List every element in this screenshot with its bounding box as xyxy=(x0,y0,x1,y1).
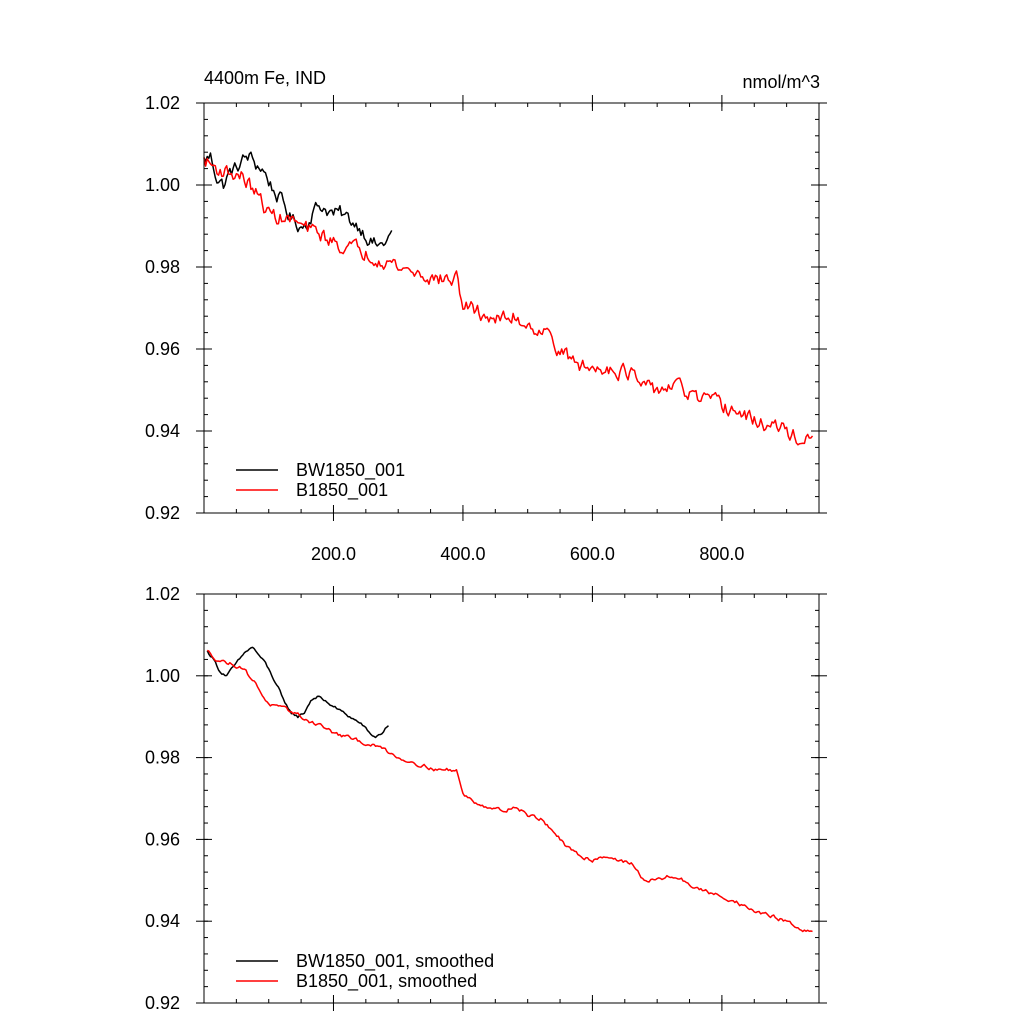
top-legend-label-bw1850: BW1850_001 xyxy=(296,460,405,481)
bottom-chart-panel: 0.92 0.94 0.96 0.98 1.00 1.02 BW1850_001, smo… xyxy=(145,584,827,1013)
y-tick-label: 0.92 xyxy=(145,503,180,523)
top-chart-title: 4400m Fe, IND xyxy=(204,68,326,88)
top-chart-legend: BW1850_001 B1850_001 xyxy=(236,460,405,501)
bottom-series-line-bw1850 xyxy=(206,646,389,739)
bottom-chart-legend: BW1850_001, smoothed B1850_001, smoothed xyxy=(236,951,494,992)
y-tick-label: 0.96 xyxy=(145,339,180,359)
bottom-legend-label-b1850: B1850_001, smoothed xyxy=(296,971,477,992)
x-tick-label: 200.0 xyxy=(311,544,356,564)
top-chart-panel: 4400m Fe, IND nmol/m^3 0.92 0.94 0.96 0.98 1… xyxy=(145,68,827,564)
y-tick-label: 1.00 xyxy=(145,175,180,195)
top-chart-series xyxy=(203,151,814,446)
bottom-chart-frame xyxy=(203,593,820,1004)
y-tick-label: 1.02 xyxy=(145,93,180,113)
y-tick-label: 0.92 xyxy=(145,993,180,1013)
bottom-chart-series xyxy=(206,646,813,933)
y-tick-label: 1.00 xyxy=(145,666,180,686)
top-chart-axes: 0.92 0.94 0.96 0.98 1.00 1.02 200.0 400.0 600.0 8… xyxy=(145,93,827,564)
y-tick-label: 0.94 xyxy=(145,911,180,931)
top-series-line-bw1850 xyxy=(203,151,393,247)
y-tick-label: 0.98 xyxy=(145,748,180,768)
x-tick-label: 400.0 xyxy=(440,544,485,564)
top-legend-label-b1850: B1850_001 xyxy=(296,480,388,501)
x-tick-label: 600.0 xyxy=(570,544,615,564)
bottom-legend-label-bw1850: BW1850_001, smoothed xyxy=(296,951,494,972)
bottom-chart-axes: 0.92 0.94 0.96 0.98 1.00 1.02 xyxy=(145,584,827,1013)
x-tick-label: 800.0 xyxy=(699,544,744,564)
bottom-series-line-b1850 xyxy=(206,649,813,933)
y-tick-label: 0.96 xyxy=(145,829,180,849)
y-tick-label: 1.02 xyxy=(145,584,180,604)
y-tick-label: 0.98 xyxy=(145,257,180,277)
top-series-line-b1850 xyxy=(203,157,814,446)
top-chart-units: nmol/m^3 xyxy=(743,72,820,92)
y-tick-label: 0.94 xyxy=(145,421,180,441)
top-chart-frame xyxy=(203,102,820,514)
